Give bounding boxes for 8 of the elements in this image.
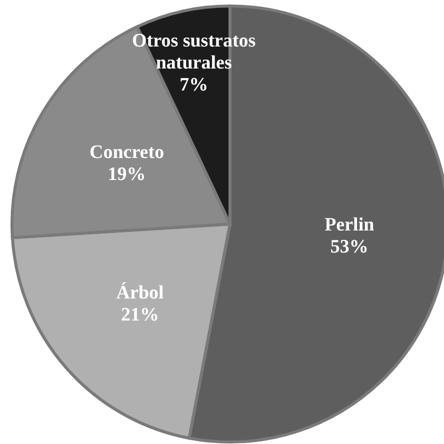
slice-label: Perlin	[324, 214, 375, 235]
data-label: 19%	[108, 163, 146, 184]
data-label: 7%	[180, 74, 208, 95]
slice-label: Árbol	[116, 280, 164, 303]
data-label: 21%	[121, 304, 160, 325]
slice-label: Concreto	[90, 141, 164, 162]
slice-label: Otros sustratos naturales	[132, 30, 256, 73]
data-label: 53%	[330, 236, 368, 257]
